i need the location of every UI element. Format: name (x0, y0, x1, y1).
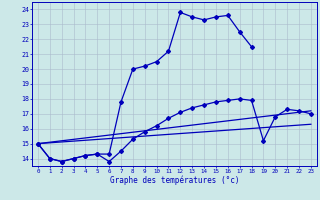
X-axis label: Graphe des températures (°c): Graphe des températures (°c) (110, 175, 239, 185)
